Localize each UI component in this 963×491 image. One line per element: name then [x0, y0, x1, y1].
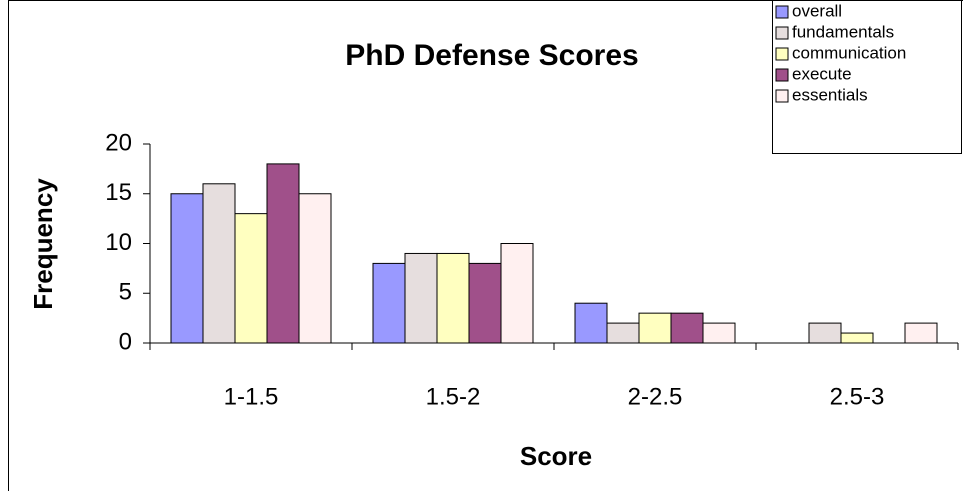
- x-tick-label: 1.5-2: [426, 383, 481, 410]
- legend-swatch: [775, 26, 789, 40]
- bar: [436, 252, 470, 344]
- bar: [702, 322, 736, 344]
- bar: [904, 322, 938, 344]
- y-tick-label: 10: [105, 229, 132, 256]
- legend-label: essentials: [792, 85, 868, 104]
- bar: [468, 262, 502, 344]
- bar: [606, 322, 640, 344]
- legend-label: overall: [792, 1, 842, 20]
- bar: [170, 193, 204, 344]
- legend-label: communication: [792, 43, 906, 62]
- bar: [298, 193, 332, 344]
- bar: [266, 163, 300, 344]
- y-tick-label: 5: [119, 279, 132, 306]
- y-tick-label: 20: [105, 129, 132, 156]
- legend-label: execute: [792, 64, 852, 83]
- bar: [202, 183, 236, 344]
- y-tick-label: 0: [119, 328, 132, 355]
- x-tick-label: 2.5-3: [830, 383, 885, 410]
- legend-swatch: [775, 89, 789, 103]
- legend-swatch: [775, 68, 789, 82]
- legend-label: fundamentals: [792, 22, 894, 41]
- y-axis-label: Frequency: [28, 178, 58, 310]
- bar: [670, 312, 704, 344]
- bar: [840, 332, 874, 344]
- bar: [234, 213, 268, 344]
- chart-title: PhD Defense Scores: [345, 39, 638, 72]
- bar: [638, 312, 672, 344]
- bar: [574, 302, 608, 344]
- legend-swatch: [775, 47, 789, 61]
- bar: [500, 243, 534, 344]
- legend-swatch: [775, 5, 789, 19]
- bar: [808, 322, 842, 344]
- y-tick-label: 15: [105, 179, 132, 206]
- x-tick-label: 2-2.5: [628, 383, 683, 410]
- bar: [372, 262, 406, 344]
- legend-box: [772, 0, 962, 154]
- bar: [404, 252, 438, 344]
- x-axis-label: Score: [520, 441, 592, 471]
- x-tick-label: 1-1.5: [224, 383, 279, 410]
